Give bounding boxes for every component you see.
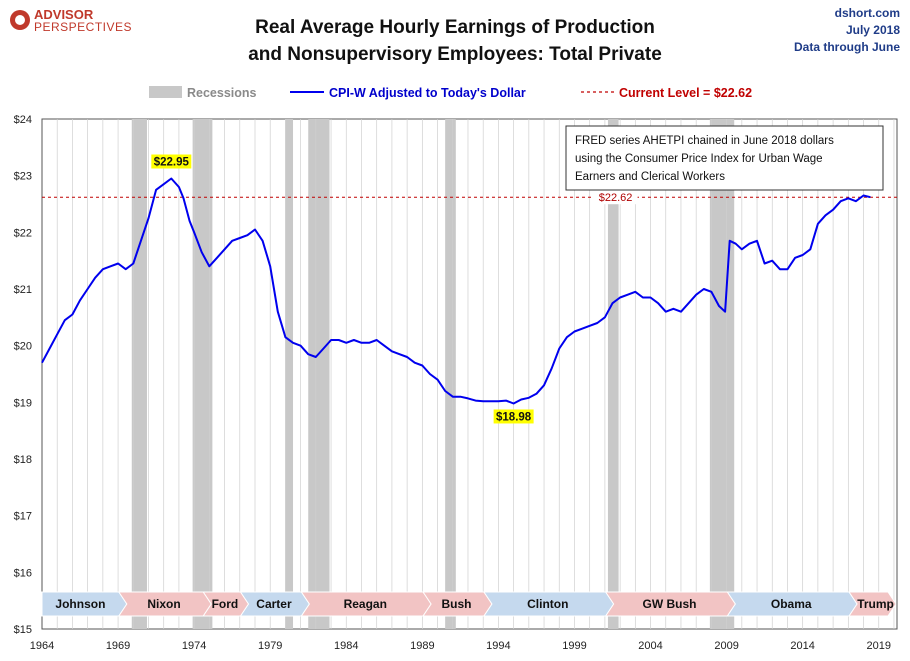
- legend-series: CPI-W Adjusted to Today's Dollar: [329, 86, 526, 100]
- y-tick-label: $16: [14, 567, 32, 579]
- x-tick-label: 1969: [106, 640, 130, 652]
- y-tick-label: $24: [14, 114, 32, 126]
- logo: ADVISOR PERSPECTIVES: [10, 7, 132, 34]
- y-tick-label: $21: [14, 284, 32, 296]
- legend-recessions: Recessions: [187, 86, 257, 100]
- recession-band: [607, 119, 619, 629]
- legend: Recessions CPI-W Adjusted to Today's Dol…: [149, 86, 752, 100]
- note-line2: using the Consumer Price Index for Urban…: [575, 153, 823, 165]
- note-box: FRED series AHETPI chained in June 2018 …: [565, 125, 884, 191]
- grid-lines: [56, 119, 895, 629]
- logo-line1: ADVISOR: [34, 7, 94, 22]
- recession-bands: [131, 119, 735, 629]
- axis-ticks: 1964 1969 1974 1979 1984 1989 1994 1999 2004 2009…: [14, 114, 891, 652]
- x-tick-label: 1964: [30, 640, 54, 652]
- x-tick-label: 2014: [790, 640, 814, 652]
- y-tick-label: $22: [14, 227, 32, 239]
- president-label: GW Bush: [643, 597, 697, 611]
- y-tick-label: $19: [14, 397, 32, 409]
- president-label: Nixon: [147, 597, 180, 611]
- recession-band: [709, 119, 735, 629]
- series-line: [41, 177, 871, 405]
- current-level-label: $22.62: [599, 192, 633, 204]
- president-label: Johnson: [55, 597, 105, 611]
- current-level-label-bg: [593, 190, 638, 205]
- logo-line2: PERSPECTIVES: [34, 20, 132, 34]
- plot-area: [41, 118, 898, 630]
- note-border: [565, 125, 884, 191]
- legend-recession-swatch: [149, 86, 182, 98]
- annotation-bg: [151, 154, 192, 169]
- legend-current: Current Level = $22.62: [619, 86, 752, 100]
- series-layer: [41, 177, 871, 405]
- x-tick-label: 2009: [714, 640, 738, 652]
- president-label: Trump: [857, 597, 894, 611]
- annotations: $22.95 $18.98: [151, 154, 534, 424]
- brand-date: July 2018: [846, 23, 900, 37]
- x-tick-label: 1999: [562, 640, 586, 652]
- chart-title-line1: Real Average Hourly Earnings of Producti…: [255, 17, 655, 38]
- y-tick-label: $17: [14, 511, 32, 523]
- recession-band: [285, 119, 294, 629]
- x-tick-label: 2019: [867, 640, 891, 652]
- y-tick-label: $23: [14, 171, 32, 183]
- x-tick-label: 1984: [334, 640, 358, 652]
- note-line3: Earners and Clerical Workers: [575, 171, 725, 183]
- recession-band: [308, 119, 330, 629]
- y-tick-label: $15: [14, 624, 32, 636]
- note-line1: FRED series AHETPI chained in June 2018 …: [575, 135, 834, 147]
- recession-band: [445, 119, 456, 629]
- president-label: Carter: [256, 597, 292, 611]
- chart-title-line2: and Nonsupervisory Employees: Total Priv…: [248, 44, 662, 65]
- president-label: Ford: [212, 597, 239, 611]
- president-label: Reagan: [344, 597, 387, 611]
- president-bar: Johnson Nixon Ford Carter Reagan Bush Clinton G…: [41, 591, 897, 617]
- annotation-bg: [493, 409, 534, 424]
- recession-band: [192, 119, 213, 629]
- x-tick-label: 1979: [258, 640, 282, 652]
- current-level-layer: $22.62: [42, 190, 897, 205]
- president-label: Bush: [442, 597, 472, 611]
- brand-data-through: Data through June: [794, 40, 900, 54]
- y-tick-label: $18: [14, 454, 32, 466]
- recession-band: [131, 119, 147, 629]
- x-tick-label: 1989: [410, 640, 434, 652]
- x-tick-label: 1994: [486, 640, 510, 652]
- brand-site: dshort.com: [835, 6, 900, 20]
- x-tick-label: 2004: [638, 640, 662, 652]
- president-label: Obama: [771, 597, 812, 611]
- president-segment: [848, 591, 897, 617]
- annotation-label: $18.98: [496, 411, 532, 423]
- x-tick-label: 1974: [182, 640, 206, 652]
- y-tick-label: $20: [14, 341, 32, 353]
- annotation-label: $22.95: [154, 157, 190, 169]
- president-label: Clinton: [527, 597, 568, 611]
- logo-icon-inner: [15, 15, 25, 25]
